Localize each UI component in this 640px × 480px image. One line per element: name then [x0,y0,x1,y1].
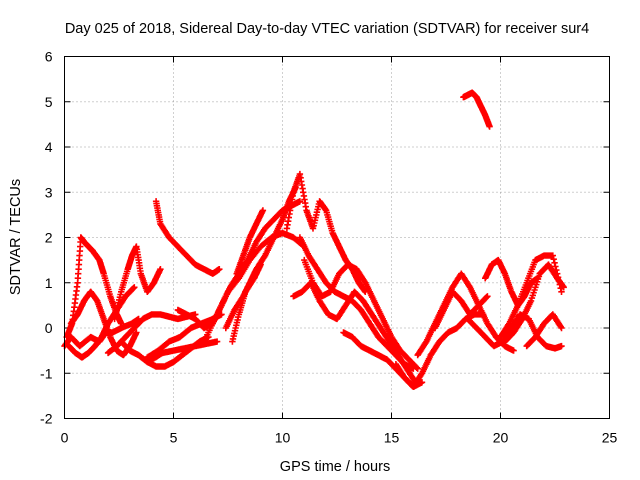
x-tick-label: 0 [61,430,69,446]
y-tick-label: 6 [45,49,53,65]
y-tick-label: 2 [45,230,53,246]
series-track-14 [229,261,264,345]
data-marker [229,261,264,345]
chart-title: Day 025 of 2018, Sidereal Day-to-day VTE… [65,21,589,37]
y-tick-label: 5 [45,94,53,110]
series-track-10 [148,338,221,363]
series-track-28 [501,261,567,345]
y-axis-label: SDTVAR / TECUs [8,179,24,295]
x-tick-labels: 0 5 10 15 20 25 [61,430,618,446]
data-marker [392,311,487,390]
x-tick-label: 5 [170,430,178,446]
y-tick-label: 0 [45,320,53,336]
data-marker [152,198,223,277]
y-tick-label: -1 [40,365,53,381]
y-tick-label: 1 [45,275,53,291]
series-track-23 [431,288,491,332]
x-tick-label: 25 [602,430,618,446]
data-marker [233,207,267,277]
x-axis-label: GPS time / hours [280,459,390,475]
data-marker [497,252,565,341]
y-tick-label: 3 [45,184,53,200]
data-marker [431,288,491,332]
series-track-5 [111,243,164,323]
x-tick-label: 10 [275,430,291,446]
series-track-21 [392,311,487,390]
series-track-27 [497,252,565,341]
data-marker [111,243,164,323]
data-marker [148,338,221,363]
x-tick-label: 20 [493,430,509,446]
data-marker [523,311,565,350]
data-points [61,89,567,390]
x-tick-label: 15 [384,430,400,446]
plot-frame [64,56,610,419]
y-tick-label: -2 [40,411,53,427]
y-tick-label: 4 [45,139,53,155]
series-track-24 [460,89,493,130]
series-track-15 [233,207,267,277]
series-track-29 [523,311,565,350]
series-track-19 [290,279,419,386]
y-tick-labels: -2 -1 0 1 2 3 4 5 6 [40,49,53,427]
data-marker [290,279,419,386]
data-marker [501,261,567,345]
series-track-8 [152,198,223,277]
data-marker [460,89,493,130]
